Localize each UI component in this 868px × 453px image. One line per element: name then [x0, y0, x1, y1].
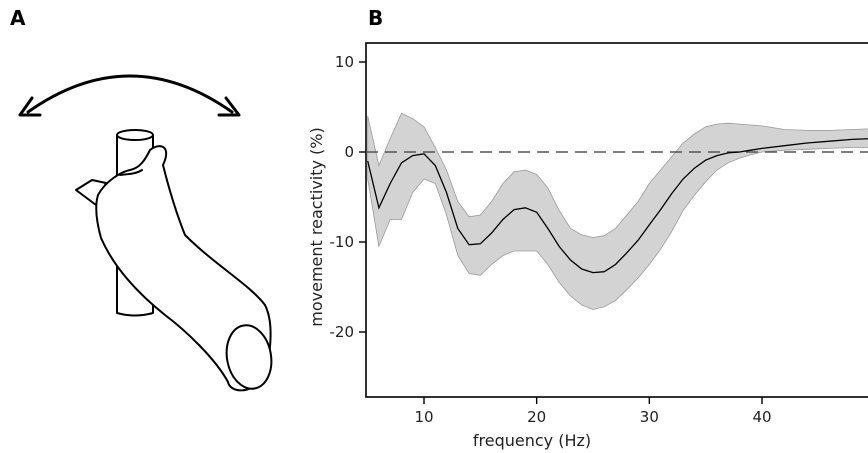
mean-line [367, 138, 868, 274]
arrow-right-icon [217, 96, 241, 117]
y-tick-label: 10 [335, 53, 354, 71]
elbow-end [225, 324, 273, 390]
hand-detail [119, 169, 143, 176]
arm-illustration [18, 74, 273, 392]
y-tick-label: 0 [344, 143, 354, 161]
panel-label-a: A [10, 6, 26, 30]
y-tick-label: -20 [330, 323, 355, 341]
y-tick-label: -10 [330, 233, 355, 251]
x-tick-label: 20 [527, 408, 546, 426]
x-axis-title: frequency (Hz) [473, 431, 591, 450]
arm [95, 145, 272, 392]
x-tick-label: 10 [414, 408, 433, 426]
plot-frame [365, 42, 868, 398]
arrow-left-icon [18, 96, 42, 117]
x-tick-label: 30 [640, 408, 659, 426]
confidence-band [367, 112, 868, 310]
x-tick-label: 40 [752, 408, 771, 426]
y-axis-title: movement reactivity (%) [307, 127, 326, 326]
swing-arc [26, 74, 234, 114]
panel-label-b: B [368, 6, 384, 30]
